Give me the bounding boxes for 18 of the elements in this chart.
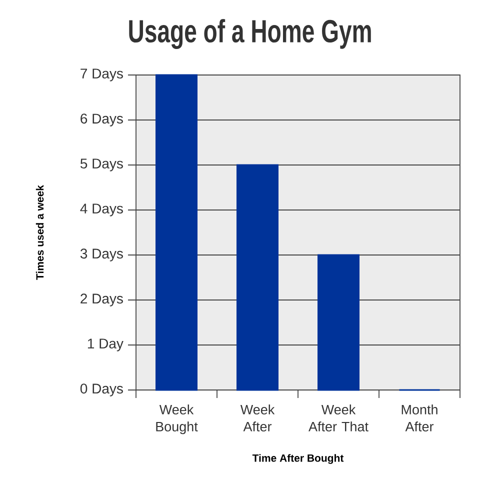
x-tick-label: Week After — [240, 404, 275, 432]
bar — [236, 164, 279, 391]
bar — [156, 74, 198, 391]
y-tick-label: 0 Days — [80, 384, 123, 396]
x-tick-label: Month After — [402, 404, 438, 432]
x-tick-label: Week After That — [308, 404, 368, 432]
y-tick-label: 5 Days — [80, 158, 123, 172]
x-axis-title: Time After Bought — [252, 454, 344, 464]
bar — [318, 254, 360, 391]
y-tick-label: 4 Days — [80, 204, 123, 216]
y-tick-label: 6 Days — [80, 114, 123, 126]
y-axis-title: Times used a week — [36, 185, 44, 280]
y-tick-label: 3 Days — [80, 248, 123, 262]
y-tick-label: 7 Days — [80, 68, 123, 82]
y-tick-label: 2 Days — [80, 294, 123, 306]
chart-title: Usage of a Home Gym — [129, 19, 371, 50]
y-tick-label: 1 Day — [88, 338, 124, 352]
x-tick-label: Week Bought — [156, 404, 198, 434]
